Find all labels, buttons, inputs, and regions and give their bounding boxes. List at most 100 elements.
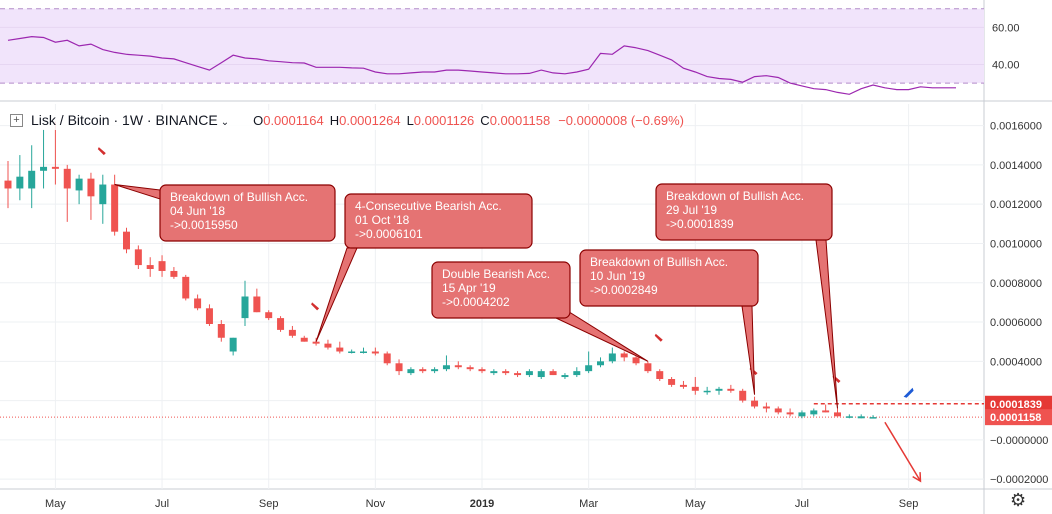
candle	[170, 267, 178, 279]
candle-body	[620, 353, 628, 358]
candle	[99, 174, 107, 224]
candle	[265, 310, 273, 321]
callout-box	[159, 184, 336, 242]
projection-arrow	[884, 421, 922, 482]
candle-body	[229, 337, 237, 352]
candle-body	[466, 367, 474, 370]
candle	[679, 380, 687, 389]
time-tick-label: 2019	[470, 498, 494, 510]
callout-text: 4-Consecutive Bearish Acc.	[355, 199, 502, 213]
candle-body	[99, 184, 107, 205]
candle-body	[253, 296, 261, 313]
candle	[442, 355, 450, 372]
candle-body	[146, 265, 154, 269]
open-value: 0.0001164	[263, 112, 324, 128]
time-tick-label: Mar	[579, 498, 598, 510]
candle-body	[383, 353, 391, 364]
callout-text: Breakdown of Bullish Acc.	[170, 190, 308, 204]
candle-body	[810, 410, 818, 415]
candle-body	[28, 170, 36, 189]
candle-body	[561, 375, 569, 378]
sell-signal-icon	[97, 147, 106, 156]
candle-body	[739, 390, 747, 401]
candle-body	[679, 384, 687, 387]
candle	[691, 377, 699, 395]
candle-body	[87, 178, 95, 197]
callout: Breakdown of Bullish Acc.10 Jun '19->0.0…	[579, 249, 759, 395]
candle-body	[348, 351, 356, 353]
candle	[407, 367, 415, 376]
candle	[502, 369, 510, 376]
projection-arrow-head	[912, 472, 922, 483]
callout-box	[431, 261, 571, 319]
sell-signal-icon	[311, 302, 320, 311]
add-symbol-icon[interactable]: +	[10, 113, 23, 127]
callout-text: 10 Jun '19	[590, 269, 645, 283]
candle	[751, 396, 759, 409]
candle-body	[454, 365, 462, 368]
candle	[490, 369, 498, 376]
chevron-down-icon[interactable]: ⌄	[220, 117, 230, 128]
symbol-label[interactable]: Lisk / Bitcoin · 1W · BINANCE ⌄	[31, 112, 230, 128]
callout-text: ->0.0015950	[170, 218, 238, 232]
candle	[739, 388, 747, 403]
time-tick-label: Jul	[155, 498, 169, 510]
candle	[810, 408, 818, 417]
candle-body	[194, 298, 202, 309]
candle	[514, 371, 522, 378]
high-label: H	[329, 112, 340, 128]
high-value: 0.0001264	[339, 112, 401, 128]
candle-body	[857, 416, 865, 419]
callout-text: Breakdown of Bullish Acc.	[666, 189, 804, 203]
candle	[798, 410, 806, 419]
candle	[241, 280, 249, 326]
candle	[774, 406, 782, 415]
candle-body	[300, 337, 308, 342]
candle-body	[63, 168, 71, 189]
candle-body	[822, 410, 830, 413]
candle-body	[597, 361, 604, 366]
rsi-line	[7, 35, 956, 95]
callout-text: ->0.0001839	[666, 217, 734, 231]
candle	[632, 355, 640, 366]
candle	[395, 359, 403, 376]
candle-body	[158, 261, 166, 271]
candle	[549, 369, 557, 376]
price-label: 0.0001158	[990, 412, 1041, 424]
candle-body	[774, 408, 782, 413]
candle	[63, 164, 71, 222]
candle	[383, 351, 391, 366]
price-label-box	[985, 395, 1052, 412]
callout-text: Breakdown of Bullish Acc.	[590, 255, 728, 269]
candle-body	[691, 386, 699, 391]
candle-body	[407, 369, 415, 374]
candle-body	[715, 388, 723, 391]
candle-body	[395, 363, 403, 372]
callout: Breakdown of Bullish Acc.29 Jul '19->0.0…	[655, 183, 838, 409]
candle	[834, 408, 841, 417]
candle-body	[762, 406, 770, 409]
callout: 4-Consecutive Bearish Acc.01 Oct '18->0.…	[315, 193, 533, 342]
candle	[348, 349, 356, 354]
candle	[134, 245, 142, 269]
callout: Double Bearish Acc.15 Apr '19->0.0004202	[431, 261, 649, 362]
candle-body	[134, 249, 142, 266]
candle-body	[336, 347, 344, 352]
candle-body	[324, 343, 332, 348]
candle	[585, 351, 593, 374]
candle-body	[288, 329, 296, 336]
callout-text: Double Bearish Acc.	[442, 267, 550, 281]
candle	[845, 414, 853, 419]
candle-body	[75, 178, 83, 191]
candle	[75, 174, 83, 205]
candle-body	[490, 371, 498, 374]
candle	[16, 155, 24, 201]
gear-icon[interactable]: ⚙	[1010, 490, 1027, 510]
candle-body	[277, 318, 285, 330]
candle-body	[573, 371, 581, 376]
candle-body	[656, 371, 664, 379]
candle-body	[727, 388, 735, 391]
candle	[277, 316, 285, 332]
candle-body	[798, 412, 806, 417]
